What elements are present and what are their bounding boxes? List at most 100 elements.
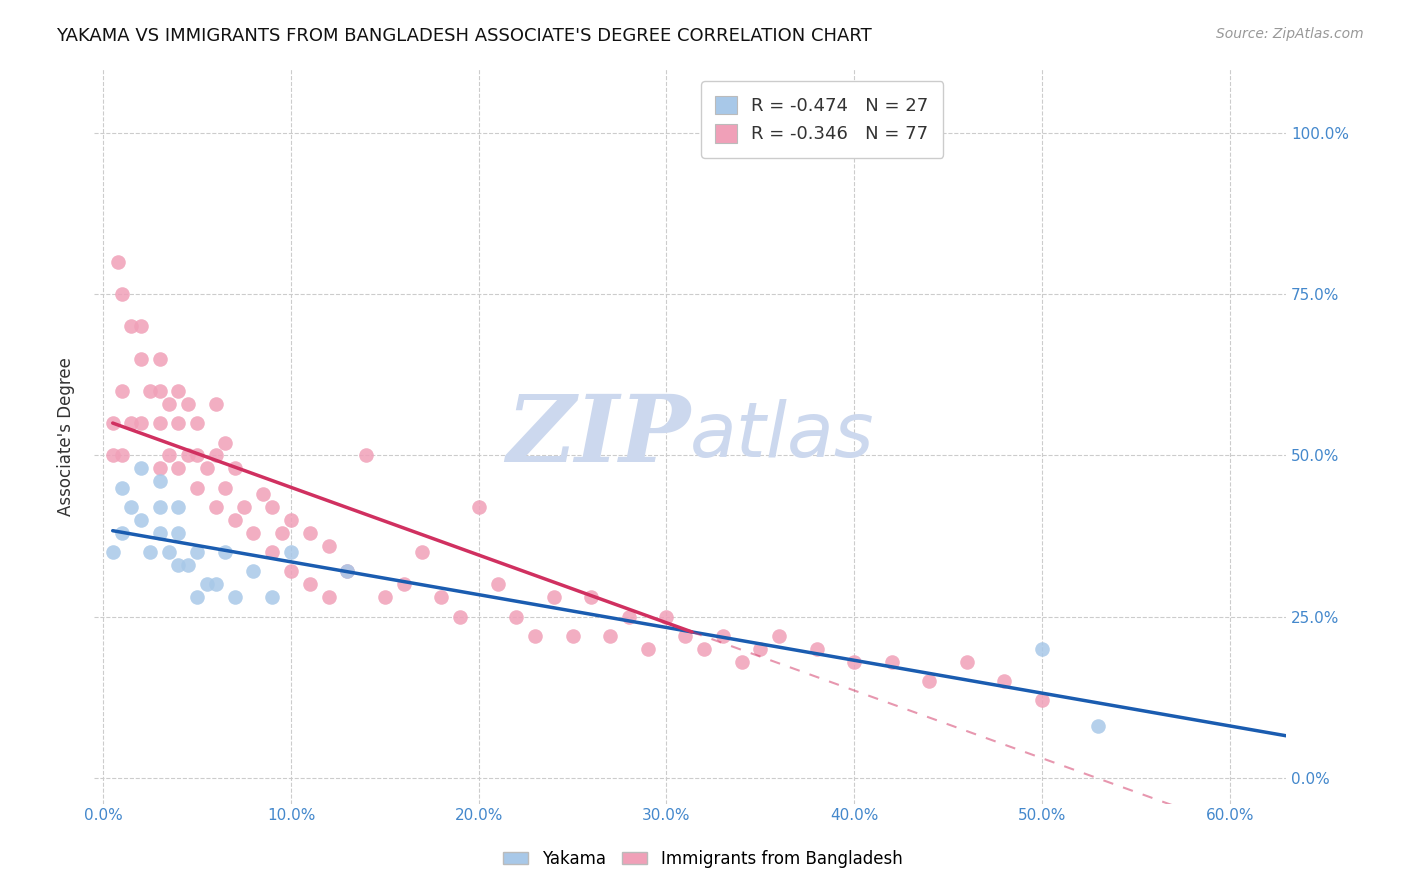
- Point: [224, 591, 246, 605]
- Point: [298, 577, 321, 591]
- Point: [1031, 641, 1053, 656]
- Point: [214, 545, 236, 559]
- Point: [318, 539, 340, 553]
- Point: [167, 384, 190, 398]
- Point: [139, 545, 162, 559]
- Point: [468, 500, 491, 514]
- Point: [730, 655, 752, 669]
- Point: [655, 609, 678, 624]
- Point: [177, 449, 200, 463]
- Text: atlas: atlas: [690, 399, 875, 473]
- Point: [186, 449, 208, 463]
- Point: [167, 500, 190, 514]
- Text: ZIP: ZIP: [506, 391, 690, 481]
- Point: [149, 461, 172, 475]
- Point: [1031, 693, 1053, 707]
- Point: [374, 591, 396, 605]
- Point: [177, 558, 200, 572]
- Point: [673, 629, 696, 643]
- Point: [205, 577, 228, 591]
- Point: [449, 609, 471, 624]
- Point: [637, 641, 659, 656]
- Point: [581, 591, 603, 605]
- Point: [242, 565, 264, 579]
- Point: [224, 513, 246, 527]
- Point: [139, 384, 162, 398]
- Point: [121, 500, 143, 514]
- Point: [411, 545, 433, 559]
- Point: [157, 545, 180, 559]
- Point: [298, 525, 321, 540]
- Legend: R = -0.474   N = 27, R = -0.346   N = 77: R = -0.474 N = 27, R = -0.346 N = 77: [702, 81, 943, 158]
- Point: [149, 351, 172, 366]
- Point: [1087, 719, 1109, 733]
- Point: [167, 525, 190, 540]
- Text: Source: ZipAtlas.com: Source: ZipAtlas.com: [1216, 27, 1364, 41]
- Point: [101, 416, 124, 430]
- Point: [336, 565, 359, 579]
- Point: [880, 655, 903, 669]
- Point: [111, 384, 134, 398]
- Point: [430, 591, 453, 605]
- Point: [711, 629, 734, 643]
- Point: [617, 609, 640, 624]
- Point: [129, 513, 152, 527]
- Point: [129, 351, 152, 366]
- Point: [157, 449, 180, 463]
- Point: [336, 565, 359, 579]
- Point: [195, 577, 218, 591]
- Point: [242, 525, 264, 540]
- Point: [167, 461, 190, 475]
- Point: [214, 481, 236, 495]
- Point: [993, 674, 1015, 689]
- Text: YAKAMA VS IMMIGRANTS FROM BANGLADESH ASSOCIATE'S DEGREE CORRELATION CHART: YAKAMA VS IMMIGRANTS FROM BANGLADESH ASS…: [56, 27, 872, 45]
- Point: [599, 629, 621, 643]
- Point: [214, 435, 236, 450]
- Point: [111, 481, 134, 495]
- Point: [693, 641, 716, 656]
- Point: [262, 591, 284, 605]
- Point: [177, 397, 200, 411]
- Point: [167, 416, 190, 430]
- Point: [233, 500, 256, 514]
- Point: [392, 577, 415, 591]
- Point: [280, 565, 302, 579]
- Point: [262, 545, 284, 559]
- Point: [186, 591, 208, 605]
- Point: [129, 319, 152, 334]
- Point: [101, 449, 124, 463]
- Point: [121, 319, 143, 334]
- Point: [149, 474, 172, 488]
- Point: [749, 641, 772, 656]
- Point: [107, 255, 129, 269]
- Legend: Yakama, Immigrants from Bangladesh: Yakama, Immigrants from Bangladesh: [496, 844, 910, 875]
- Point: [486, 577, 509, 591]
- Point: [561, 629, 583, 643]
- Point: [280, 545, 302, 559]
- Point: [956, 655, 979, 669]
- Point: [149, 416, 172, 430]
- Point: [505, 609, 527, 624]
- Point: [129, 416, 152, 430]
- Point: [768, 629, 790, 643]
- Point: [806, 641, 828, 656]
- Point: [262, 500, 284, 514]
- Point: [149, 500, 172, 514]
- Point: [111, 287, 134, 301]
- Point: [186, 416, 208, 430]
- Y-axis label: Associate's Degree: Associate's Degree: [58, 357, 75, 516]
- Point: [252, 487, 274, 501]
- Point: [205, 449, 228, 463]
- Point: [205, 500, 228, 514]
- Point: [354, 449, 377, 463]
- Point: [149, 525, 172, 540]
- Point: [280, 513, 302, 527]
- Point: [157, 397, 180, 411]
- Point: [270, 525, 292, 540]
- Point: [318, 591, 340, 605]
- Point: [121, 416, 143, 430]
- Point: [543, 591, 565, 605]
- Point: [167, 558, 190, 572]
- Point: [524, 629, 547, 643]
- Point: [149, 384, 172, 398]
